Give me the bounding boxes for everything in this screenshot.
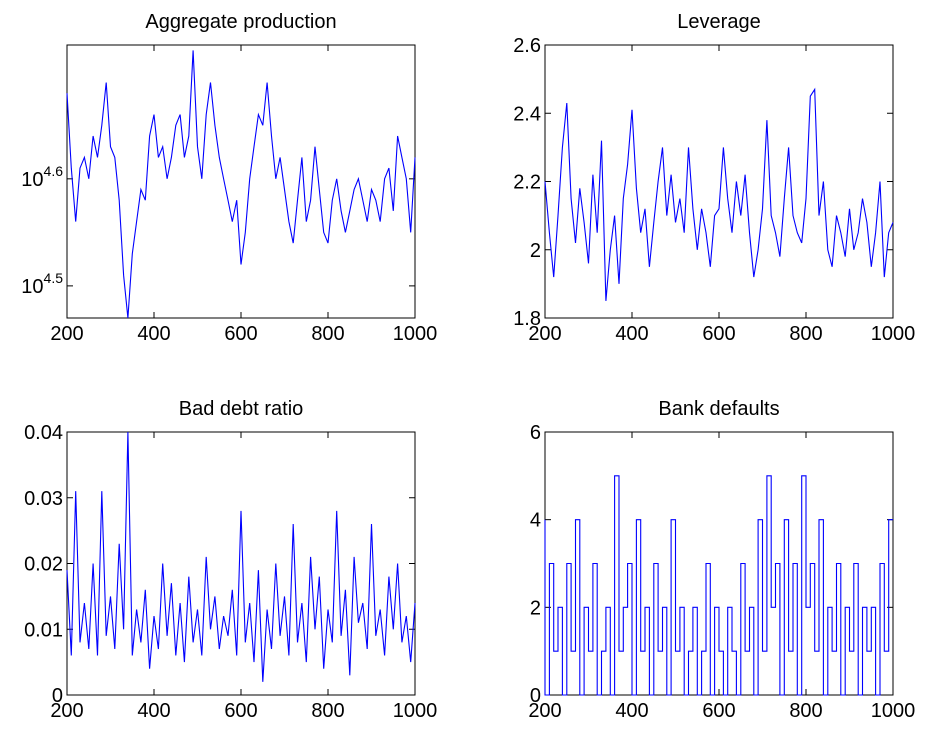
y-tick-label: 6 [530, 422, 541, 444]
x-tick-label: 400 [137, 323, 170, 345]
panel-bad-debt-ratio: Bad debt ratio 200 400 600 800 1000 0 0.01 0.02 0… [24, 398, 437, 722]
plot-area [66, 44, 416, 319]
x-tick-label: 1000 [871, 700, 916, 722]
y-tick-label: 0 [530, 685, 541, 707]
y-tick-label: 0.04 [24, 422, 63, 444]
x-tick-label: 600 [702, 700, 735, 722]
y-tick-label: 2 [530, 240, 541, 262]
x-tick-label: 600 [702, 323, 735, 345]
x-tick-label: 800 [789, 700, 822, 722]
chart-title: Aggregate production [145, 11, 336, 33]
y-tick-label: 1.8 [513, 308, 541, 330]
y-tick-label: 0.01 [24, 619, 63, 641]
x-tick-label: 400 [615, 323, 648, 345]
x-tick-label: 1000 [393, 323, 438, 345]
panel-bank-defaults: Bank defaults 200 400 600 800 1000 0 2 4 6 [528, 398, 915, 722]
panel-leverage: Leverage 200 400 600 800 1000 1.8 2 2.2 2.4 2.6 [513, 11, 915, 345]
x-tick-label: 600 [224, 323, 257, 345]
y-tick-label: 0 [52, 685, 63, 707]
y-tick-label: 2.2 [513, 172, 541, 194]
series-line [66, 50, 416, 319]
x-tick-label: 200 [50, 700, 83, 722]
panel-aggregate-production: Aggregate production 200 400 600 800 1000 104.… [21, 11, 437, 345]
y-tick-label: 2.4 [513, 103, 541, 125]
x-tick-label: 600 [224, 700, 257, 722]
y-tick-label: 104.5 [21, 270, 63, 298]
y-tick-label: 2.6 [513, 35, 541, 57]
series-line [544, 87, 894, 301]
x-tick-label: 1000 [393, 700, 438, 722]
y-tick-label: 104.6 [21, 163, 63, 191]
x-tick-label: 800 [311, 700, 344, 722]
x-tick-label: 200 [528, 700, 561, 722]
series-line [544, 475, 893, 696]
x-tick-label: 1000 [871, 323, 916, 345]
plot-area [544, 44, 894, 319]
x-tick-label: 200 [528, 323, 561, 345]
x-tick-label: 800 [789, 323, 822, 345]
x-tick-label: 800 [311, 323, 344, 345]
chart-title: Bank defaults [658, 398, 779, 420]
y-tick-label: 4 [530, 510, 541, 532]
y-tick-label: 0.03 [24, 488, 63, 510]
series-line [66, 431, 416, 682]
x-tick-label: 400 [137, 700, 170, 722]
x-tick-label: 400 [615, 700, 648, 722]
y-tick-label: 0.02 [24, 554, 63, 576]
y-tick-label: 2 [530, 597, 541, 619]
chart-title: Leverage [677, 11, 760, 33]
chart-title: Bad debt ratio [179, 398, 304, 420]
x-tick-label: 200 [50, 323, 83, 345]
plot-area [66, 431, 416, 696]
